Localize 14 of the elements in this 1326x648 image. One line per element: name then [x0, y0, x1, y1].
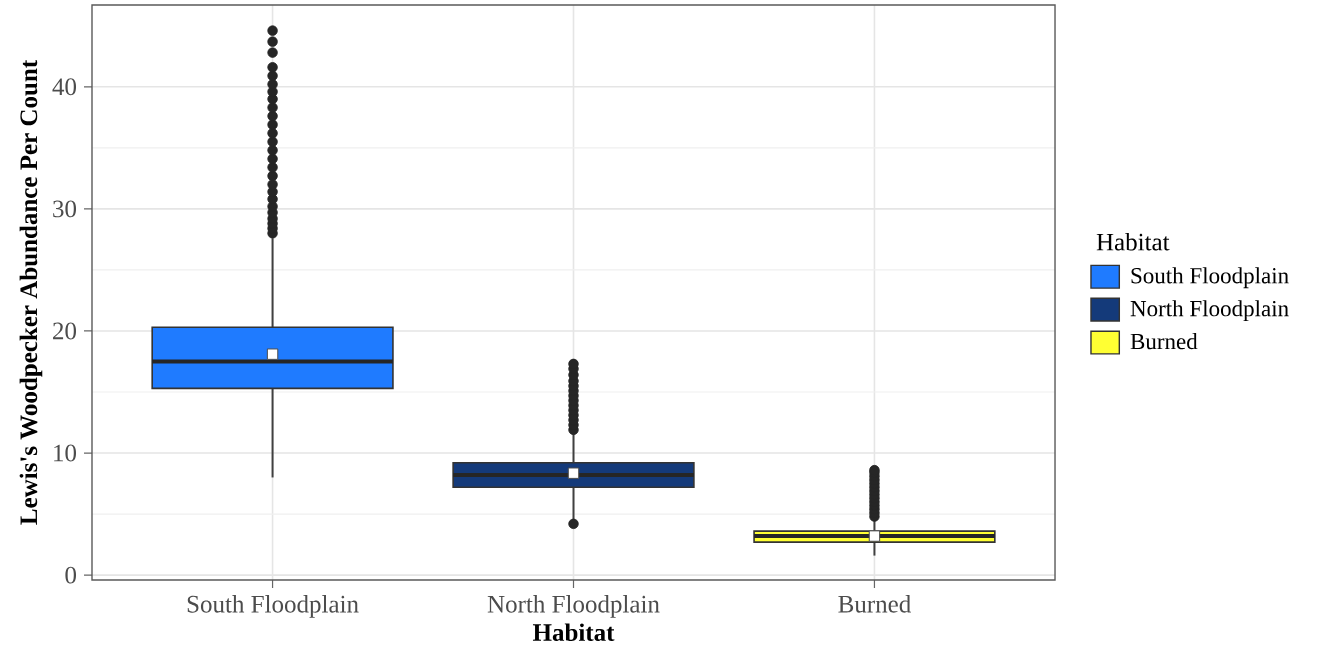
- y-tick-label: 30: [53, 200, 77, 218]
- legend-label: North Floodplain: [1130, 300, 1289, 322]
- y-tick-label: 20: [53, 322, 77, 340]
- y-tick-label: 40: [52, 78, 77, 96]
- y-tick-label: 10: [54, 444, 77, 462]
- legend-label: South Floodplain: [1131, 267, 1289, 289]
- legend-title: Habitat: [1096, 232, 1170, 251]
- y-axis-title: Lewis's Woodpecker Abundance Per Count: [19, 59, 43, 525]
- x-tick-label: Burned: [838, 595, 911, 613]
- x-tick-label: North Floodplain: [487, 595, 660, 618]
- x-tick-label: South Floodplain: [187, 595, 359, 618]
- x-axis-title: Habitat: [532, 623, 615, 641]
- y-tick-label: 0: [65, 566, 77, 584]
- legend-label: Burned: [1130, 333, 1198, 350]
